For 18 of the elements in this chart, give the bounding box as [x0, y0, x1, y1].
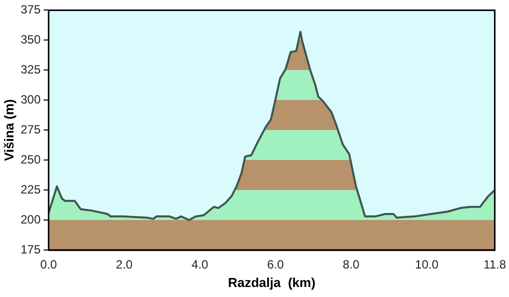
x-tick-label: 8.0 [342, 258, 360, 272]
x-tick-label: 4.0 [192, 258, 209, 272]
y-tick-label: 200 [20, 212, 41, 226]
x-tick-label: 0.0 [40, 258, 58, 272]
y-axis-title: Višina (m) [1, 99, 16, 162]
y-tick-label: 300 [20, 92, 41, 106]
x-tick-label: 11.8 [484, 258, 506, 272]
x-tick-label: 10.0 [415, 258, 439, 272]
x-tick-label: 2.0 [116, 258, 133, 272]
y-tick-label: 275 [20, 122, 41, 136]
y-tick-label: 350 [20, 32, 41, 46]
y-tick-label: 175 [20, 242, 41, 256]
x-axis-title: Razdalja (km) [228, 274, 316, 290]
y-tick-label: 225 [20, 182, 41, 196]
x-tick-label: 6.0 [267, 258, 284, 272]
y-tick-label: 325 [20, 62, 41, 76]
y-tick-label: 250 [20, 152, 41, 166]
y-tick-label: 375 [20, 2, 41, 17]
